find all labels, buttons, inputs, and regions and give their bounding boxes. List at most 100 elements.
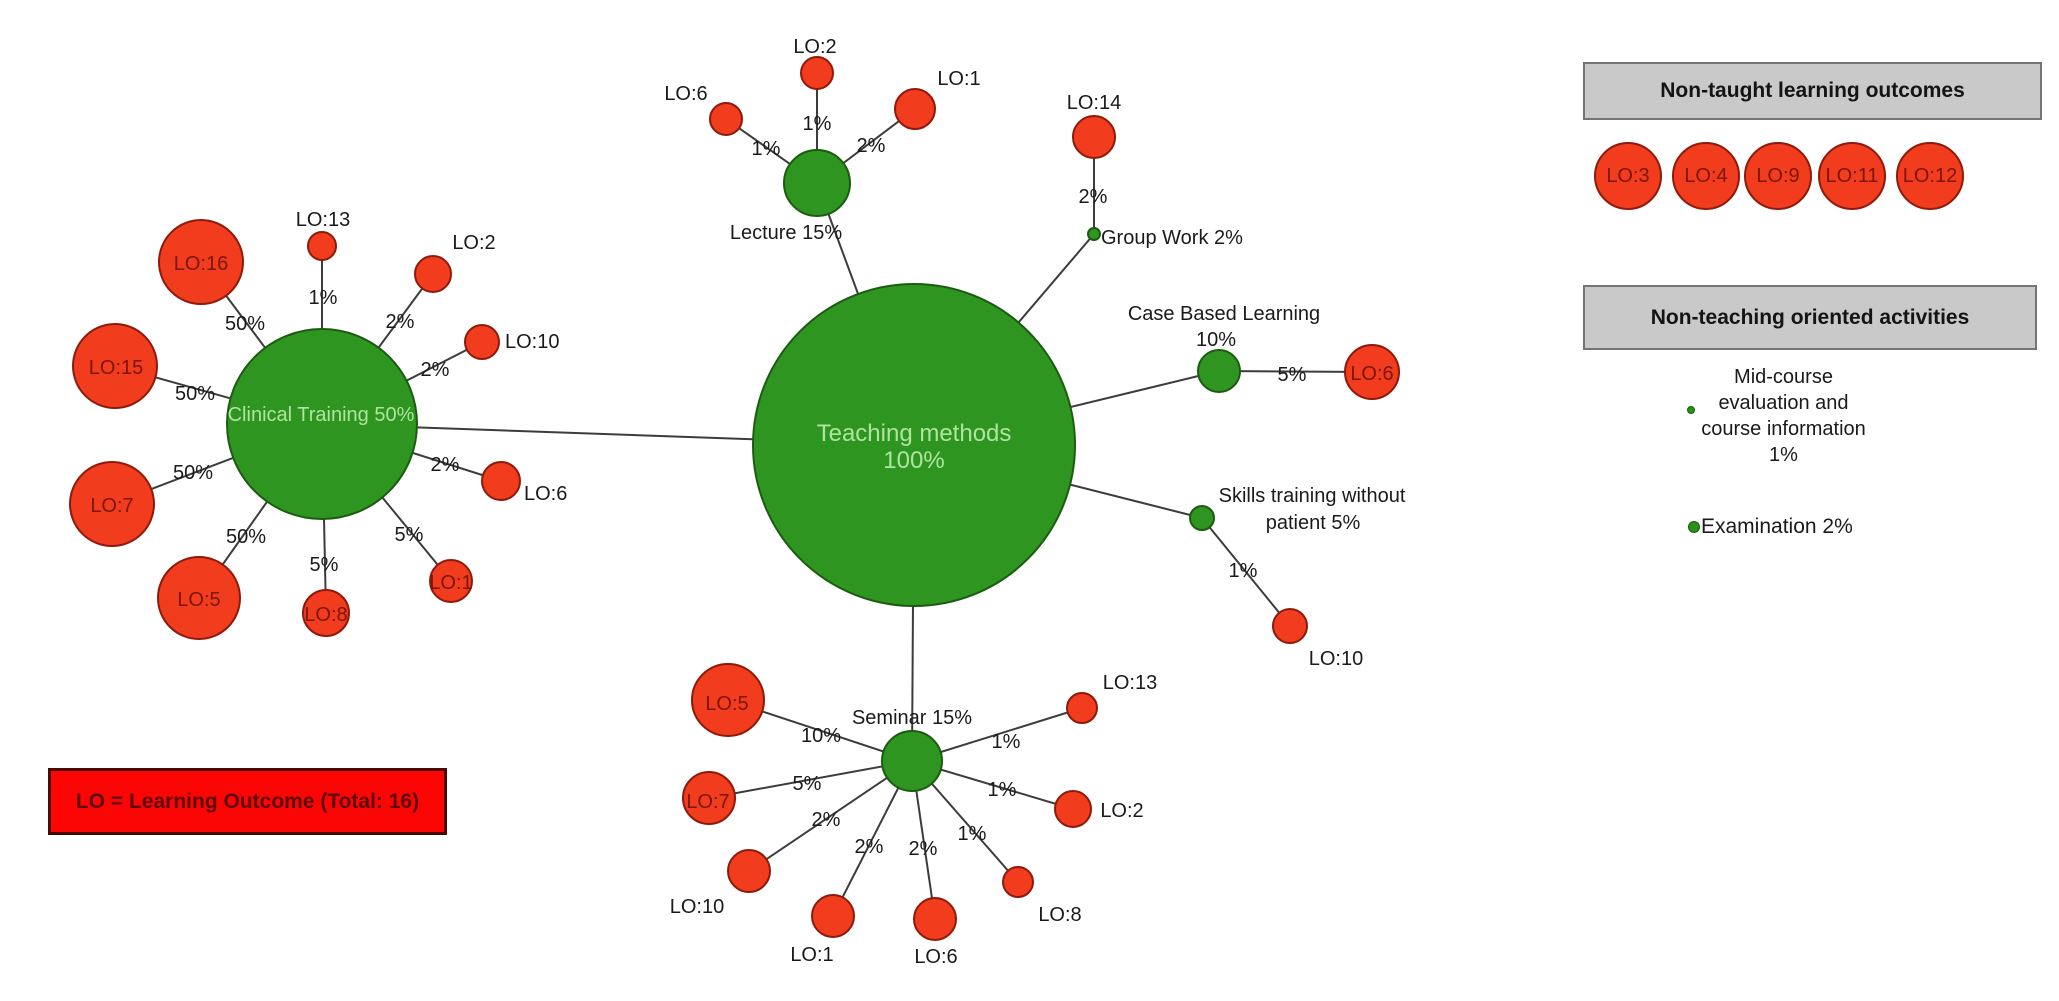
non-taught-lo-circle: LO:9 [1744,142,1812,210]
diagram-label: LO:13 [296,209,350,231]
edge-percent-clinical-c1: 5% [395,524,424,546]
node-teaching [752,283,1076,607]
edge-percent-cbl-cb6: 5% [1278,364,1307,386]
node-c13 [307,231,337,261]
node-l1 [894,88,936,130]
diagram-label: LO:2 [1100,800,1143,822]
non-taught-lo-circle: LO:12 [1896,142,1964,210]
diagram-label: LO:10 [505,331,559,353]
edge-percent-seminar-m8: 1% [958,823,987,845]
edge-seminar-m10 [748,760,913,872]
diagram-label: LO:1 [937,68,980,90]
diagram-label: 100% [883,447,944,474]
edge-percent-clinical-c16: 50% [225,313,265,335]
diagram-label: 10% [1196,329,1236,351]
lo-legend-text: LO = Learning Outcome (Total: 16) [75,789,420,813]
non-taught-outcomes-header: Non-taught learning outcomes [1583,62,2042,120]
edge-percent-clinical-c15: 50% [175,383,215,405]
lo-label: LO:3 [1606,164,1650,187]
node-m5 [691,663,765,737]
edge-percent-seminar-m5: 10% [801,725,841,747]
edge-percent-seminar-m7: 5% [793,773,822,795]
diagram-label: LO:7 [686,791,729,813]
node-c7 [69,461,155,547]
non-taught-lo-circle: LO:4 [1672,142,1740,210]
lo-label: LO:4 [1684,164,1728,187]
node-m10 [727,849,771,893]
node-m13 [1066,692,1098,724]
midcourse-line: 1% [1769,444,1798,466]
midcourse-label: Mid-course evaluation and course informa… [1656,364,1911,468]
edge-percent-lecture-l6: 1% [752,138,781,160]
diagram-label: LO:2 [452,232,495,254]
diagram-label: LO:2 [793,36,836,58]
edge-percent-seminar-m6: 2% [909,838,938,860]
edge-percent-clinical-c8: 5% [310,554,339,576]
edge-percent-seminar-m1: 2% [855,836,884,858]
diagram-label: LO:6 [1350,363,1393,385]
node-lecture [783,149,851,217]
node-s10 [1272,608,1308,644]
node-c10 [464,324,500,360]
lo-label: LO:11 [1825,164,1879,187]
diagram-label: LO:6 [914,946,957,968]
diagram-label: Seminar 15% [852,707,972,729]
diagram-label: Teaching methods [817,420,1012,447]
diagram-label: Group Work 2% [1101,227,1243,249]
diagram-label: Clinical Training 50% [228,404,415,426]
diagram-label: LO:10 [1309,648,1363,670]
node-seminar [881,730,943,792]
diagram-label: LO:5 [705,693,748,715]
edge-percent-lecture-l2: 1% [803,113,832,135]
node-m6 [913,897,957,941]
node-m8 [1002,866,1034,898]
node-m1 [811,894,855,938]
diagram-label: LO:8 [304,604,347,626]
node-c6 [481,461,521,501]
diagram-label: LO:6 [524,483,567,505]
diagram-label: patient 5% [1266,512,1361,534]
edge-skills-s10 [1201,517,1291,627]
lo-label: LO:12 [1902,164,1958,187]
edge-percent-clinical-c5: 50% [226,526,266,548]
node-c2 [414,255,452,293]
diagram-label: LO:5 [177,589,220,611]
non-taught-outcomes-title: Non-taught learning outcomes [1660,79,1965,102]
node-skills [1189,505,1215,531]
node-c1 [429,559,473,603]
node-clinical [226,328,418,520]
node-g14 [1072,115,1116,159]
diagram-label: LO:7 [90,495,133,517]
node-c15 [72,323,158,409]
node-cb6 [1344,344,1400,400]
lo-label: LO:9 [1756,164,1800,187]
diagram-label: Lecture 15% [730,222,843,244]
non-taught-lo-circle: LO:11 [1818,142,1886,210]
midcourse-line: course information [1701,418,1866,440]
node-c8 [302,589,350,637]
diagram-label: LO:16 [174,253,228,275]
lo-legend-box: LO = Learning Outcome (Total: 16) [48,768,447,835]
node-c16 [158,219,244,305]
node-gw [1087,227,1101,241]
edge-percent-seminar-m2: 1% [988,779,1017,801]
edge-percent-seminar-m10: 2% [812,809,841,831]
midcourse-line: evaluation and [1718,392,1849,414]
examination-dot [1688,521,1700,533]
edge-percent-clinical-c10: 2% [421,359,450,381]
edge-percent-gw-g14: 2% [1079,186,1108,208]
node-l6 [709,102,743,136]
edge-percent-seminar-m13: 1% [992,731,1021,753]
edge-percent-skills-s10: 1% [1229,560,1258,582]
diagram-label: LO:15 [89,357,143,379]
diagram-label: LO:8 [1038,904,1081,926]
diagram-label: LO:10 [670,896,724,918]
non-taught-lo-circle: LO:3 [1594,142,1662,210]
diagram-label: Case Based Learning [1128,303,1320,325]
diagram-label: LO:6 [664,83,707,105]
diagram-label: LO:1 [790,944,833,966]
diagram-label: LO:13 [1103,672,1157,694]
node-m7 [682,771,736,825]
